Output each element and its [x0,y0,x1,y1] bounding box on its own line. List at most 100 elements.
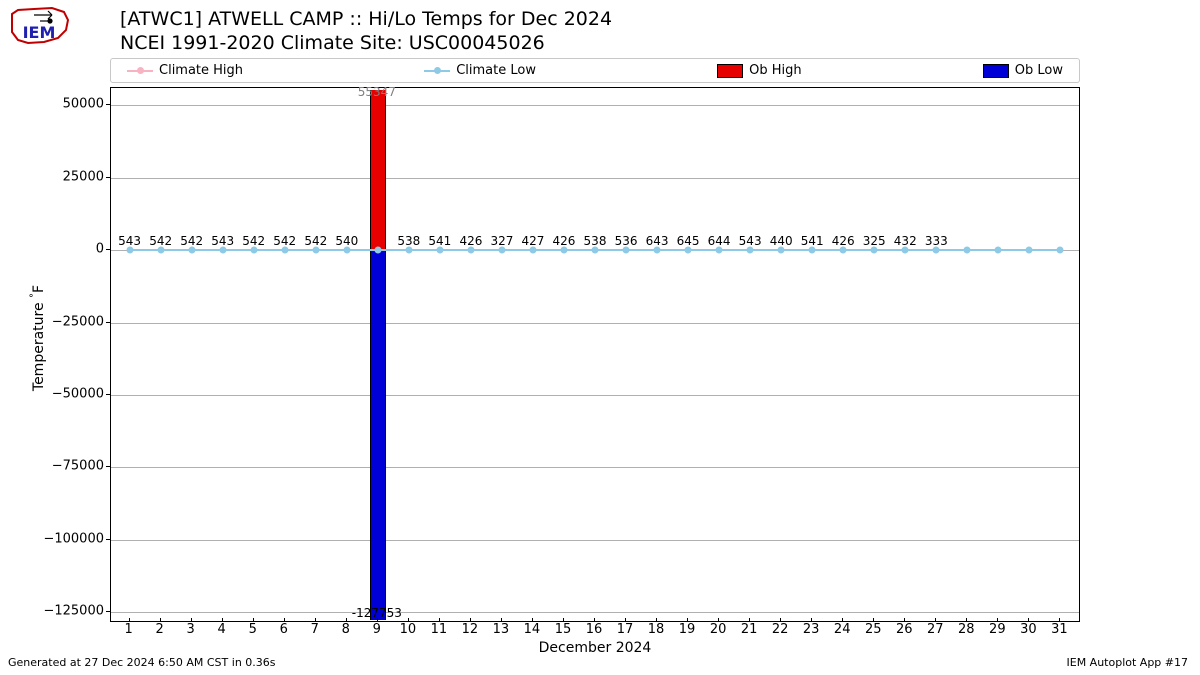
x-axis-label: December 2024 [539,640,652,656]
gridline [111,612,1079,613]
y-tick-mark [106,249,110,250]
x-tick-mark [656,618,657,622]
legend-swatch-climate-high [127,70,153,72]
y-tick-label: −75000 [30,459,110,474]
x-tick-mark [687,618,688,622]
point-pair-label: 440 [770,234,793,248]
climate-low-point [374,247,381,254]
y-tick-label: 0 [30,242,110,257]
point-pair-label: 426 [832,234,855,248]
legend-climate-high: Climate High [127,63,243,78]
legend-climate-low: Climate Low [424,63,536,78]
x-tick-mark [625,618,626,622]
x-tick-mark [873,618,874,622]
gridline [111,395,1079,396]
bar-ob-low [370,250,386,620]
x-tick-mark [811,618,812,622]
x-tick-mark [780,618,781,622]
y-tick-mark [106,177,110,178]
point-pair-label: 645 [677,234,700,248]
climate-low-point [1057,247,1064,254]
chart-title-line1: [ATWC1] ATWELL CAMP :: Hi/Lo Temps for D… [120,8,612,32]
point-pair-label: 426 [553,234,576,248]
x-tick-mark [408,618,409,622]
legend-swatch-ob-high [717,64,743,78]
x-tick-mark [129,618,130,622]
legend-ob-high: Ob High [717,63,802,78]
x-tick-mark [222,618,223,622]
y-tick-mark [106,466,110,467]
y-tick-mark [106,322,110,323]
x-tick-mark [749,618,750,622]
x-tick-mark [1028,618,1029,622]
point-pair-label: 536 [615,234,638,248]
gridline [111,323,1079,324]
point-pair-label: 542 [273,234,296,248]
point-pair-label: 325 [863,234,886,248]
x-tick-mark [532,618,533,622]
x-tick-mark [160,618,161,622]
legend-ob-low: Ob Low [983,63,1063,78]
gridline [111,467,1079,468]
x-tick-mark [253,618,254,622]
x-tick-mark [346,618,347,622]
y-tick-mark [106,539,110,540]
gridline [111,540,1079,541]
y-tick-label: −125000 [30,604,110,619]
point-pair-label: 543 [118,234,141,248]
legend-label-ob-low: Ob Low [1015,63,1063,78]
legend: Climate High Climate Low Ob High Ob Low [110,58,1080,83]
footer-app: IEM Autoplot App #17 [1067,656,1189,669]
y-tick-label: 25000 [30,169,110,184]
x-tick-mark [284,618,285,622]
x-tick-mark [594,618,595,622]
x-tick-mark [966,618,967,622]
point-pair-label: 327 [490,234,513,248]
legend-label-ob-high: Ob High [749,63,802,78]
x-tick-mark [501,618,502,622]
legend-label-climate-low: Climate Low [456,63,536,78]
legend-swatch-ob-low [983,64,1009,78]
chart-title-block: [ATWC1] ATWELL CAMP :: Hi/Lo Temps for D… [120,8,612,56]
point-pair-label: 427 [521,234,544,248]
point-pair-label: 426 [459,234,482,248]
point-pair-label: 540 [335,234,358,248]
legend-swatch-climate-low [424,70,450,72]
x-tick-mark [904,618,905,622]
plot-container: Climate High Climate Low Ob High Ob Low … [110,58,1080,618]
point-pair-label: 538 [584,234,607,248]
x-tick-mark [470,618,471,622]
climate-low-point [995,247,1002,254]
y-tick-mark [106,611,110,612]
anomaly-high-label: 55347 [358,85,396,99]
legend-label-climate-high: Climate High [159,63,243,78]
x-tick-mark [997,618,998,622]
y-tick-label: −25000 [30,314,110,329]
chart-title-line2: NCEI 1991-2020 Climate Site: USC00045026 [120,32,612,56]
y-tick-mark [106,104,110,105]
point-pair-label: 643 [646,234,669,248]
footer-generated: Generated at 27 Dec 2024 6:50 AM CST in … [8,656,276,669]
climate-low-point [1026,247,1033,254]
point-pair-label: 541 [801,234,824,248]
y-tick-label: −50000 [30,387,110,402]
y-tick-label: 50000 [30,97,110,112]
y-axis-label: Temperature °F [29,285,47,391]
point-pair-label: 538 [397,234,420,248]
x-tick-mark [718,618,719,622]
point-pair-label: 542 [149,234,172,248]
point-pair-label: 432 [894,234,917,248]
x-tick-mark [439,618,440,622]
point-pair-label: 542 [304,234,327,248]
gridline [111,105,1079,106]
point-pair-label: 543 [739,234,762,248]
gridline [111,178,1079,179]
point-pair-label: 543 [211,234,234,248]
y-tick-label: −100000 [30,531,110,546]
anomaly-low-label: -127753 [352,606,402,620]
svg-text:IEM: IEM [23,23,56,42]
y-tick-mark [106,394,110,395]
x-tick-mark [935,618,936,622]
x-tick-mark [563,618,564,622]
x-tick-mark [1059,618,1060,622]
